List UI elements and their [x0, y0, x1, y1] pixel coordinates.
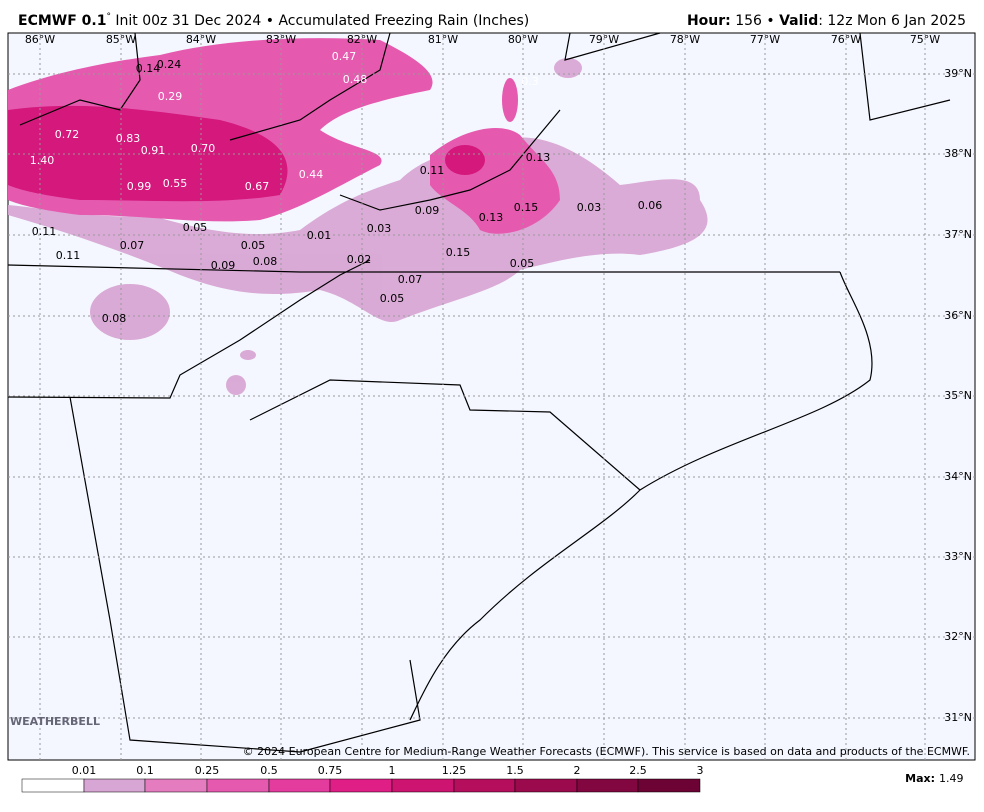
- value-label: 0.09: [415, 204, 440, 217]
- value-label: 0.03: [577, 201, 602, 214]
- value-label: 0.07: [120, 239, 145, 252]
- value-label: 0.67: [245, 180, 270, 193]
- colorbar-segment: [21, 778, 85, 793]
- value-label: 0.11: [420, 164, 445, 177]
- value-label: 0.03: [367, 222, 392, 235]
- colorbar-segment: [391, 778, 455, 793]
- lon-label: 85°W: [106, 33, 136, 46]
- colorbar-segment: [637, 778, 701, 793]
- value-label: 0.05: [183, 221, 208, 234]
- colorbar-label: 0.5: [260, 764, 278, 777]
- value-label: 0.05: [380, 292, 405, 305]
- value-label: 0.06: [638, 199, 663, 212]
- value-label: 0.48: [343, 73, 368, 86]
- value-label: 0.47: [332, 50, 357, 63]
- value-label: 0.09: [211, 259, 236, 272]
- value-label: 1.40: [30, 154, 55, 167]
- lon-label: 77°W: [750, 33, 780, 46]
- lon-label: 82°W: [347, 33, 377, 46]
- header-right: Hour: 156 • Valid: 12z Mon 6 Jan 2025: [687, 13, 966, 29]
- value-label: 0.08: [253, 255, 278, 268]
- value-label: 0.55: [163, 177, 188, 190]
- value-label: 0.15: [514, 201, 539, 214]
- colorbar-label: 1.5: [506, 764, 524, 777]
- value-label: 0.05: [241, 239, 266, 252]
- value-label: 0.02: [347, 253, 372, 266]
- lon-label: 81°W: [428, 33, 458, 46]
- value-label: 0.91: [141, 144, 166, 157]
- value-label: 0.11: [32, 225, 57, 238]
- lon-label: 80°W: [508, 33, 538, 46]
- value-label: 0.08: [102, 312, 127, 325]
- valid-label: Valid: [779, 13, 818, 29]
- valid: : 12z Mon 6 Jan 2025: [818, 13, 966, 29]
- lat-label: 31°N: [944, 711, 972, 724]
- lon-label: 78°W: [670, 33, 700, 46]
- borders: [7, 32, 951, 753]
- subtitle: Init 00z 31 Dec 2024 • Accumulated Freez…: [111, 13, 529, 29]
- colorbar-label: 0.01: [72, 764, 97, 777]
- lat-label: 37°N: [944, 228, 972, 241]
- colorbar-segment: [576, 778, 639, 793]
- colorbar-segment: [206, 778, 270, 793]
- colorbar-label: 0.1: [136, 764, 154, 777]
- value-label: 0.72: [55, 128, 80, 141]
- value-label: 0.13: [526, 151, 551, 164]
- value-label: 0.01: [307, 229, 332, 242]
- value-label: 0.14: [136, 62, 161, 75]
- model: ECMWF 0.1: [18, 13, 106, 29]
- lat-label: 38°N: [944, 147, 972, 160]
- colorbar-segment: [514, 778, 578, 793]
- value-label: 0.70: [191, 142, 216, 155]
- colorbar-segment: [268, 778, 331, 793]
- value-label: 0.83: [116, 132, 141, 145]
- value-label: 0.15: [446, 246, 471, 259]
- colorbar-label: 1.25: [442, 764, 467, 777]
- value-label: 0.44: [299, 168, 324, 181]
- colorbar-segment: [144, 778, 208, 793]
- colorbar-label: 2.5: [629, 764, 647, 777]
- lon-label: 83°W: [266, 33, 296, 46]
- value-label: 0.99: [127, 180, 152, 193]
- lon-label: 76°W: [831, 33, 861, 46]
- hour-label: Hour:: [687, 13, 731, 29]
- value-label: 0.05: [510, 257, 535, 270]
- lon-label: 86°W: [25, 33, 55, 46]
- header-left: ECMWF 0.1° Init 00z 31 Dec 2024 • Accumu…: [18, 12, 529, 30]
- max-value: 1.49: [939, 772, 964, 785]
- value-label: 0.29: [158, 90, 183, 103]
- lon-label: 84°W: [186, 33, 216, 46]
- lat-label: 39°N: [944, 67, 972, 80]
- value-label: 0.07: [398, 273, 423, 286]
- lat-label: 35°N: [944, 389, 972, 402]
- lon-label: 79°W: [589, 33, 619, 46]
- lon-label: 75°W: [910, 33, 940, 46]
- lat-label: 36°N: [944, 309, 972, 322]
- colorbar-segment: [329, 778, 393, 793]
- lat-label: 33°N: [944, 550, 972, 563]
- colorbar-segment: [453, 778, 516, 793]
- colorbar-label: 3: [697, 764, 704, 777]
- value-label: 0.11: [56, 249, 81, 262]
- logo: WEATHERBELL: [10, 715, 100, 728]
- colorbar-segment: [83, 778, 146, 793]
- hour: 156 •: [731, 13, 779, 29]
- value-label: 0.3: [521, 75, 539, 88]
- degree: °: [106, 12, 111, 22]
- max-label: Max:: [905, 772, 935, 785]
- colorbar-label: 0.75: [318, 764, 343, 777]
- copyright: © 2024 European Centre for Medium-Range …: [243, 745, 970, 758]
- colorbar-label: 0.25: [195, 764, 220, 777]
- colorbar-label: 1: [389, 764, 396, 777]
- lat-label: 34°N: [944, 470, 972, 483]
- precip-heaviest: [8, 105, 485, 202]
- value-label: 0.24: [157, 58, 182, 71]
- lat-label: 32°N: [944, 630, 972, 643]
- colorbar-label: 2: [574, 764, 581, 777]
- value-label: 0.13: [479, 211, 504, 224]
